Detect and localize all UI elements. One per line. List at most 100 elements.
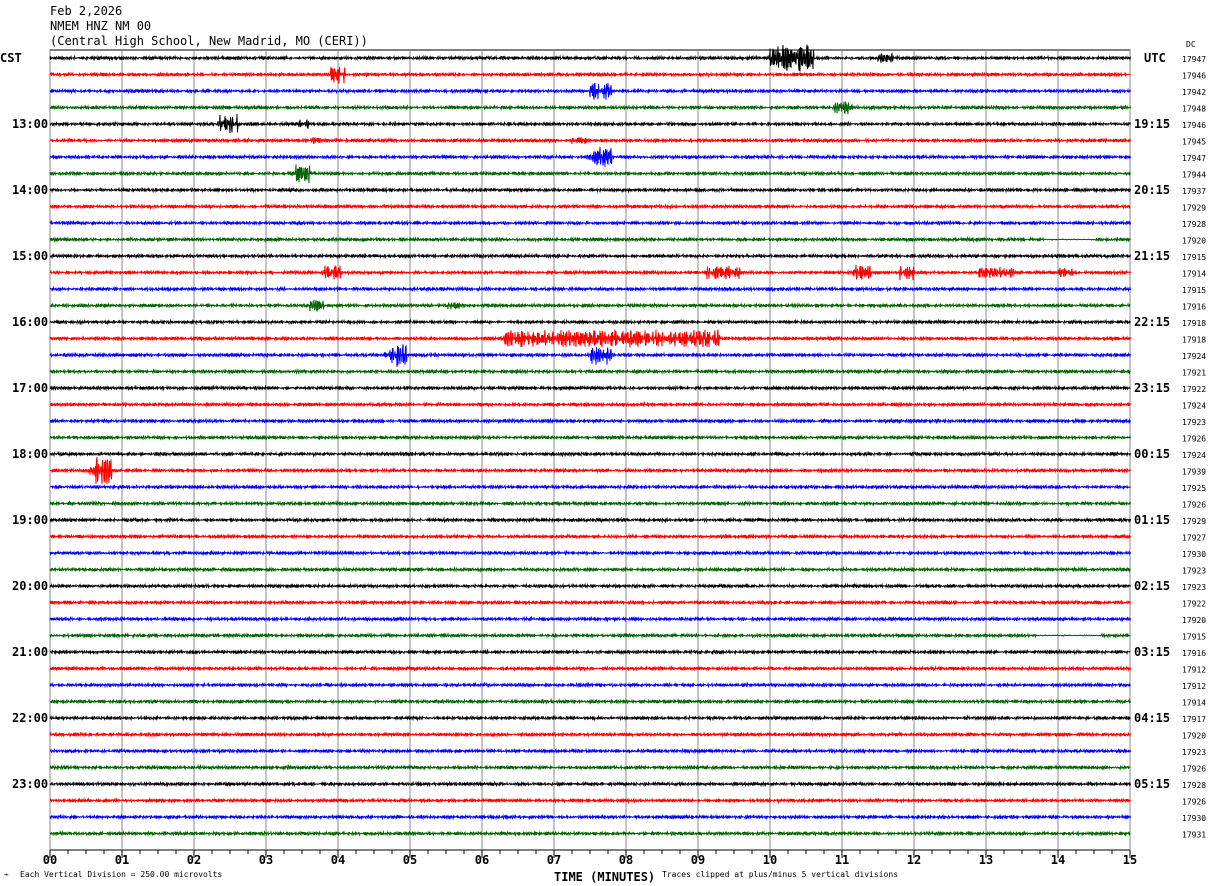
- dc-offset-label: 17921: [1182, 369, 1206, 378]
- right-hour-label: 01:15: [1134, 513, 1170, 527]
- seismic-trace: [49, 264, 1131, 281]
- dc-offset-label: 17931: [1182, 831, 1206, 840]
- seismic-trace: [49, 796, 1131, 805]
- dc-offset-label: 17915: [1182, 286, 1206, 295]
- right-hour-label: 22:15: [1134, 315, 1170, 329]
- seismic-trace: [49, 697, 1131, 706]
- x-tick-label: 06: [475, 853, 489, 867]
- dc-offset-label: 17947: [1182, 55, 1206, 64]
- dc-header-label: DC: [1186, 40, 1196, 49]
- seismic-trace: [49, 299, 1131, 313]
- x-axis-label: TIME (MINUTES): [554, 870, 656, 884]
- x-tick-label: 00: [43, 853, 57, 867]
- dc-offset-label: 17916: [1182, 303, 1206, 312]
- seismic-trace: [49, 450, 1131, 458]
- dc-offset-label: 17924: [1182, 352, 1206, 361]
- dc-offset-label: 17928: [1182, 220, 1206, 229]
- right-hour-label: 21:15: [1134, 249, 1170, 263]
- right-hour-label: 20:15: [1134, 183, 1170, 197]
- seismic-trace: [50, 457, 1131, 484]
- x-tick-label: 11: [835, 853, 849, 867]
- dc-offset-label: 17922: [1182, 385, 1206, 394]
- dc-offset-label: 17915: [1182, 633, 1206, 642]
- left-hour-label: 18:00: [12, 447, 48, 461]
- seismic-trace: [49, 747, 1131, 755]
- seismic-trace: [49, 582, 1131, 590]
- right-hour-label: 19:15: [1134, 117, 1170, 131]
- seismic-trace: [49, 318, 1131, 326]
- seismic-trace: [49, 252, 1131, 260]
- left-hour-label: 21:00: [12, 645, 48, 659]
- dc-offset-label: 17939: [1182, 468, 1206, 477]
- seismic-trace: [49, 648, 1131, 656]
- dc-offset-label: 17925: [1182, 484, 1206, 493]
- right-hour-label: 02:15: [1134, 579, 1170, 593]
- dc-offset-label: 17947: [1182, 154, 1206, 163]
- seismic-trace: [49, 780, 1131, 788]
- seismic-trace: [49, 631, 1131, 640]
- dc-offset-label: 17924: [1182, 451, 1206, 460]
- right-hour-label: 05:15: [1134, 777, 1170, 791]
- left-hour-label: 15:00: [12, 249, 48, 263]
- dc-offset-label: 17942: [1182, 88, 1206, 97]
- seismic-trace: [49, 164, 1131, 184]
- seismic-trace: [49, 285, 1131, 293]
- dc-offset-label: 17928: [1182, 781, 1206, 790]
- seismic-trace: [49, 417, 1131, 425]
- left-hour-label: 20:00: [12, 579, 48, 593]
- station-label: NMEM HNZ NM 00: [50, 19, 152, 33]
- dc-offset-label: 17937: [1182, 187, 1206, 196]
- seismic-trace: [49, 384, 1131, 392]
- left-hour-label: 16:00: [12, 315, 48, 329]
- x-tick-label: 01: [115, 853, 129, 867]
- dc-offset-label: 17923: [1182, 567, 1206, 576]
- seismic-trace: [49, 549, 1131, 557]
- seismic-trace: [49, 434, 1131, 442]
- dc-offset-label: 17924: [1182, 402, 1206, 411]
- dc-offset-label: 17917: [1182, 715, 1206, 724]
- seismic-trace: [49, 329, 1131, 348]
- dc-offset-label: 17945: [1182, 138, 1206, 147]
- dc-offset-label: 17920: [1182, 616, 1206, 625]
- scale-note: Each Vertical Division = 250.00 microvol…: [20, 870, 223, 879]
- x-tick-label: 13: [979, 853, 993, 867]
- seismic-trace: [49, 714, 1131, 722]
- seismic-trace: [49, 202, 1131, 211]
- dc-offset-label: 17923: [1182, 748, 1206, 757]
- dc-offset-label: 17914: [1182, 270, 1206, 279]
- dc-offset-label: 17929: [1182, 204, 1206, 213]
- seismic-trace: [49, 681, 1131, 689]
- x-tick-label: 08: [619, 853, 633, 867]
- left-hour-label: 22:00: [12, 711, 48, 725]
- dc-offset-label: 17946: [1182, 121, 1206, 130]
- dc-offset-label: 17926: [1182, 501, 1206, 510]
- left-hour-label: 13:00: [12, 117, 48, 131]
- seismic-trace: [49, 599, 1131, 606]
- x-tick-label: 09: [691, 853, 705, 867]
- clip-note: Traces clipped at plus/minus 5 vertical …: [662, 870, 899, 879]
- seismic-trace: [49, 147, 1131, 167]
- seismic-trace: [49, 731, 1131, 738]
- dc-offset-label: 17927: [1182, 534, 1206, 543]
- dc-offset-label: 17912: [1182, 666, 1206, 675]
- x-tick-label: 10: [763, 853, 777, 867]
- x-tick-label: 12: [907, 853, 921, 867]
- seismic-trace: [49, 830, 1131, 837]
- x-tick-label: 04: [331, 853, 345, 867]
- seismic-trace: [49, 236, 1131, 244]
- x-tick-label: 03: [259, 853, 273, 867]
- seismic-trace: [49, 763, 1131, 772]
- seismic-trace: [49, 368, 1131, 375]
- right-hour-label: 23:15: [1134, 381, 1170, 395]
- seismic-trace: [49, 219, 1131, 227]
- seismic-trace: [49, 499, 1131, 508]
- location-label: (Central High School, New Madrid, MO (CE…: [50, 34, 368, 48]
- seismic-trace: [49, 44, 1131, 72]
- right-hour-label: 03:15: [1134, 645, 1170, 659]
- seismic-trace: [49, 565, 1131, 574]
- right-hour-label: UTC: [1144, 51, 1166, 65]
- seismic-trace: [49, 114, 1131, 134]
- seismic-trace: [49, 186, 1131, 194]
- dc-offset-label: 17920: [1182, 237, 1206, 246]
